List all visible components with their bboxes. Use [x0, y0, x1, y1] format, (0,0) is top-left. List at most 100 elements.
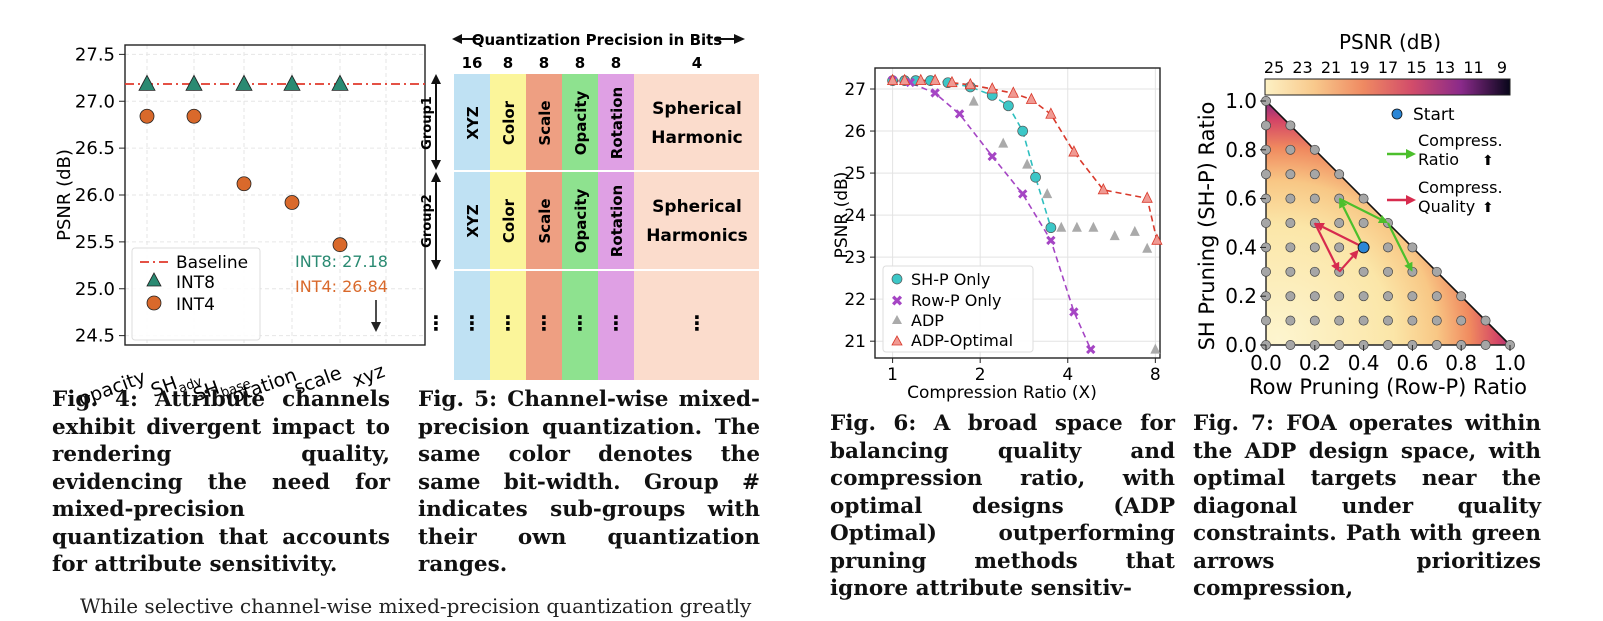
fig7-grid-point: [1285, 218, 1296, 228]
fig7-grid-point: [1407, 315, 1418, 326]
fig6-point-adp: [915, 73, 927, 86]
fig4-int8-point: [331, 74, 349, 91]
fig5-bit-label: 4: [692, 54, 702, 72]
fig7-xtick-label: 0.6: [1396, 351, 1428, 375]
fig6-legend-adpopt: ADP-Optimal: [911, 331, 1013, 350]
fig5-cell-opacity: Opacity: [572, 188, 590, 253]
fig5-ellipsis: ⋮: [462, 311, 482, 335]
fig7-grid-point: [1334, 340, 1345, 350]
fig7-grid-point: [1334, 291, 1345, 302]
fig7-grid-point: [1480, 315, 1491, 326]
fig7-xtick-label: 0.4: [1348, 351, 1380, 375]
svg-text:✖: ✖: [891, 292, 904, 310]
fig7-green-arrow-head: [1404, 261, 1413, 272]
fig7-grid-point: [1285, 193, 1296, 204]
fig7-grid-point: [1431, 315, 1442, 326]
fig7-green-arrow: [1387, 222, 1410, 265]
fig5-ellipsis: ⋮: [687, 311, 707, 335]
fig5-ellipsis: ⋮: [498, 311, 518, 335]
fig7-xtick-label: 0.0: [1250, 351, 1282, 375]
fig7-grid-point: [1431, 266, 1442, 277]
fig7-grid-point: [1285, 266, 1296, 277]
fig5-sh-2a: Spherical: [652, 197, 742, 217]
fig4-caption: Fig. 4: Attribute channels exhibit diver…: [52, 387, 390, 577]
fig7-ytick-label: 0.0: [1225, 333, 1257, 357]
fig5-bit-label: 16: [462, 54, 483, 72]
fig5-ellipsis: ⋮: [534, 311, 554, 335]
fig7-colorbar-tick: 9: [1497, 58, 1507, 77]
fig4-annot-int8: INT8: 27.18: [295, 252, 388, 271]
fig7-grid-point: [1261, 266, 1271, 277]
fig6-point-adp: [1007, 86, 1019, 98]
body-text: While selective channel-wise mixed-preci…: [80, 594, 752, 618]
fig5-col-rotation: [598, 74, 634, 380]
fig6-point-adp: [946, 75, 958, 88]
fig4-legend-int8: INT8: [176, 273, 215, 293]
fig6-legend-rowp: Row-P Only: [911, 291, 1001, 310]
fig5-bit-label: 8: [611, 54, 621, 72]
fig6-point-rowp: ✖: [1085, 343, 1097, 359]
fig7-grid-point: [1285, 315, 1296, 326]
fig6-xtick-label: 4: [1062, 365, 1073, 385]
fig7-grid-point: [1285, 242, 1296, 253]
fig5-ellipsis: ⋮: [606, 311, 626, 335]
fig6-point-adp: [968, 95, 979, 106]
fig6-point-adp: [1025, 92, 1038, 104]
fig5-bit-label: 8: [539, 54, 549, 72]
fig6-point-rowp: ✖: [1045, 233, 1057, 249]
fig5-cell-xyz: XYZ: [464, 106, 482, 139]
fig7-grid-point: [1309, 315, 1320, 326]
fig7-xtick-label: 0.2: [1299, 351, 1331, 375]
fig7-grid-point: [1456, 291, 1467, 302]
fig6-point-adp: [1151, 233, 1163, 245]
fig7-red-arrow: [1338, 255, 1354, 273]
fig5-cell-scale: Scale: [536, 198, 554, 243]
fig5-cell-color: Color: [500, 198, 518, 243]
fig7-grid-point: [1334, 169, 1345, 180]
fig4-ytick-label: 26.0: [75, 185, 115, 206]
fig7-xtick-label: 1.0: [1494, 351, 1526, 375]
fig6-point-adp: [986, 82, 998, 94]
fig5-diagram: Quantization Precision in Bits 16 8 8 8 8 4 G…: [420, 31, 759, 380]
fig7-grid-point: [1334, 315, 1345, 326]
fig6-xtick-label: 2: [975, 365, 986, 385]
fig7-xtick-label: 0.8: [1445, 351, 1477, 375]
fig6-point-adp: [998, 137, 1009, 148]
fig7-grid-point: [1309, 242, 1320, 253]
fig7-colorbar-tick: 13: [1435, 58, 1455, 77]
fig6-ytick-label: 25: [844, 164, 866, 184]
fig7-grid-point: [1407, 242, 1418, 253]
fig6-point-adp: [1141, 191, 1153, 203]
fig7-grid-point: [1334, 242, 1345, 253]
fig5-col-color: [490, 74, 526, 380]
fig5-sh-1a: Spherical: [652, 99, 742, 119]
fig6-series-line: [892, 79, 1052, 228]
fig7-ytick-label: 0.4: [1225, 235, 1257, 259]
fig7-red-arrow-head: [1314, 223, 1325, 232]
fig7-colorbar-tick: 19: [1349, 58, 1369, 77]
fig7-green-arrow: [1342, 206, 1365, 248]
fig5-col-sh: [634, 74, 759, 380]
fig5-cell-rotation: Rotation: [608, 87, 626, 159]
fig6-point-adp: [1071, 221, 1082, 232]
fig6-point-rowp: ✖: [986, 149, 998, 165]
fig7-green-arrow-head: [1377, 214, 1388, 223]
fig6-point-adp: [964, 77, 976, 90]
fig5-cell-opacity: Opacity: [572, 90, 590, 155]
fig7-grid-point: [1358, 291, 1369, 302]
fig6-point-rowp: ✖: [1017, 187, 1029, 203]
fig6-point-adp: [1109, 230, 1120, 241]
fig6-xtick-label: 8: [1150, 365, 1161, 385]
fig6-point-rowp: ✖: [1068, 305, 1080, 321]
fig7-grid-point: [1358, 218, 1369, 228]
fig4-int8-point: [235, 74, 253, 91]
fig7-ytick-label: 1.0: [1225, 89, 1257, 113]
fig4-ytick-label: 26.5: [75, 138, 115, 159]
fig7-green-arrow-head: [1339, 198, 1348, 209]
fig7-legend-green1: Compress.: [1418, 131, 1503, 150]
fig7-start-point: [1357, 241, 1370, 254]
fig5-sh-2b: Harmonics: [646, 226, 748, 246]
fig6-ytick-label: 24: [844, 206, 866, 226]
fig5-header: Quantization Precision in Bits: [472, 31, 723, 49]
fig6-ytick-label: 22: [844, 290, 866, 310]
